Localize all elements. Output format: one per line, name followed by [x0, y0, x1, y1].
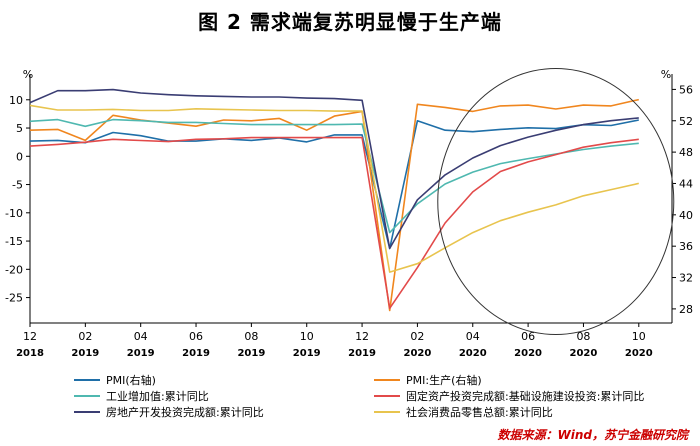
- right-tick-label: 48: [679, 146, 693, 159]
- source-note: 数据来源：Wind，苏宁金融研究院: [497, 428, 688, 442]
- x-tick-year: 2019: [348, 348, 376, 359]
- left-axis-unit: %: [23, 68, 33, 81]
- left-tick-label: 0: [16, 150, 23, 163]
- legend-label: 社会消费品零售总额:累计同比: [406, 406, 553, 419]
- right-tick-label: 52: [679, 115, 693, 128]
- axes: % %1050-5-10-15-20-2556524844403632281220…: [5, 68, 693, 359]
- legend-swatch: [374, 379, 400, 381]
- series-line-6: [29, 104, 639, 273]
- left-tick-label: -15: [5, 235, 23, 248]
- x-tick-month: 06: [521, 330, 535, 343]
- series-lines: [29, 88, 639, 312]
- x-tick-month: 08: [244, 330, 258, 343]
- x-tick-month: 06: [189, 330, 203, 343]
- legend-item-2: PMI:生产(右轴): [374, 372, 482, 388]
- right-axis-unit: %: [661, 68, 671, 81]
- right-tick-label: 40: [679, 209, 693, 222]
- legend-item-5: 房地产开发投资完成额:累计同比: [74, 404, 264, 420]
- x-tick-month: 12: [355, 330, 369, 343]
- series-line-2: [29, 98, 639, 312]
- legend-item-4: 固定资产投资完成额:基础设施建设投资:累计同比: [374, 388, 644, 404]
- x-tick-month: 10: [300, 330, 314, 343]
- x-tick-year: 2019: [293, 348, 321, 359]
- x-tick-year: 2020: [570, 348, 598, 359]
- legend-item-6: 社会消费品零售总额:累计同比: [374, 404, 553, 420]
- left-tick-label: 10: [9, 94, 23, 107]
- left-tick-label: -10: [5, 207, 23, 220]
- x-tick-year: 2020: [459, 348, 487, 359]
- x-tick-year: 2020: [514, 348, 542, 359]
- left-tick-label: -20: [5, 263, 23, 276]
- legend-swatch: [374, 411, 400, 413]
- legend-swatch: [74, 379, 100, 381]
- x-tick-month: 12: [23, 330, 37, 343]
- right-tick-label: 36: [679, 240, 693, 253]
- left-tick-label: 5: [16, 122, 23, 135]
- legend-swatch: [74, 395, 100, 397]
- x-tick-year: 2019: [127, 348, 155, 359]
- x-tick-month: 08: [576, 330, 590, 343]
- legend-swatch: [374, 395, 400, 397]
- right-tick-label: 56: [679, 83, 693, 96]
- legend-label: PMI:生产(右轴): [406, 374, 482, 387]
- right-tick-label: 44: [679, 177, 693, 190]
- left-tick-label: -5: [12, 179, 23, 192]
- x-tick-month: 04: [134, 330, 148, 343]
- right-tick-label: 32: [679, 272, 693, 285]
- left-tick-label: -25: [5, 292, 23, 305]
- legend-label: 工业增加值:累计同比: [106, 390, 209, 403]
- right-tick-label: 28: [679, 303, 693, 316]
- x-tick-year: 2020: [403, 348, 431, 359]
- series-line-4: [29, 136, 639, 310]
- legend-item-3: 工业增加值:累计同比: [74, 388, 209, 404]
- legend-item-1: PMI(右轴): [74, 372, 156, 388]
- series-line-1: [29, 119, 639, 250]
- series-line-3: [29, 118, 639, 234]
- chart-title: 图 2 需求端复苏明显慢于生产端: [198, 10, 502, 34]
- annotation-ellipse: [437, 68, 675, 335]
- legend-label: 固定资产投资完成额:基础设施建设投资:累计同比: [406, 390, 645, 403]
- x-tick-year: 2020: [625, 348, 653, 359]
- series-line-5: [29, 88, 639, 250]
- legend-swatch: [74, 411, 100, 413]
- x-tick-month: 04: [466, 330, 480, 343]
- x-tick-year: 2018: [16, 348, 44, 359]
- legend-label: 房地产开发投资完成额:累计同比: [106, 406, 264, 419]
- x-tick-month: 02: [78, 330, 92, 343]
- x-tick-year: 2019: [182, 348, 210, 359]
- x-tick-month: 10: [632, 330, 646, 343]
- legend-label: PMI(右轴): [106, 374, 156, 387]
- highlight-ellipse: [437, 68, 675, 335]
- x-tick-month: 02: [410, 330, 424, 343]
- x-tick-year: 2019: [237, 348, 265, 359]
- x-tick-year: 2019: [71, 348, 99, 359]
